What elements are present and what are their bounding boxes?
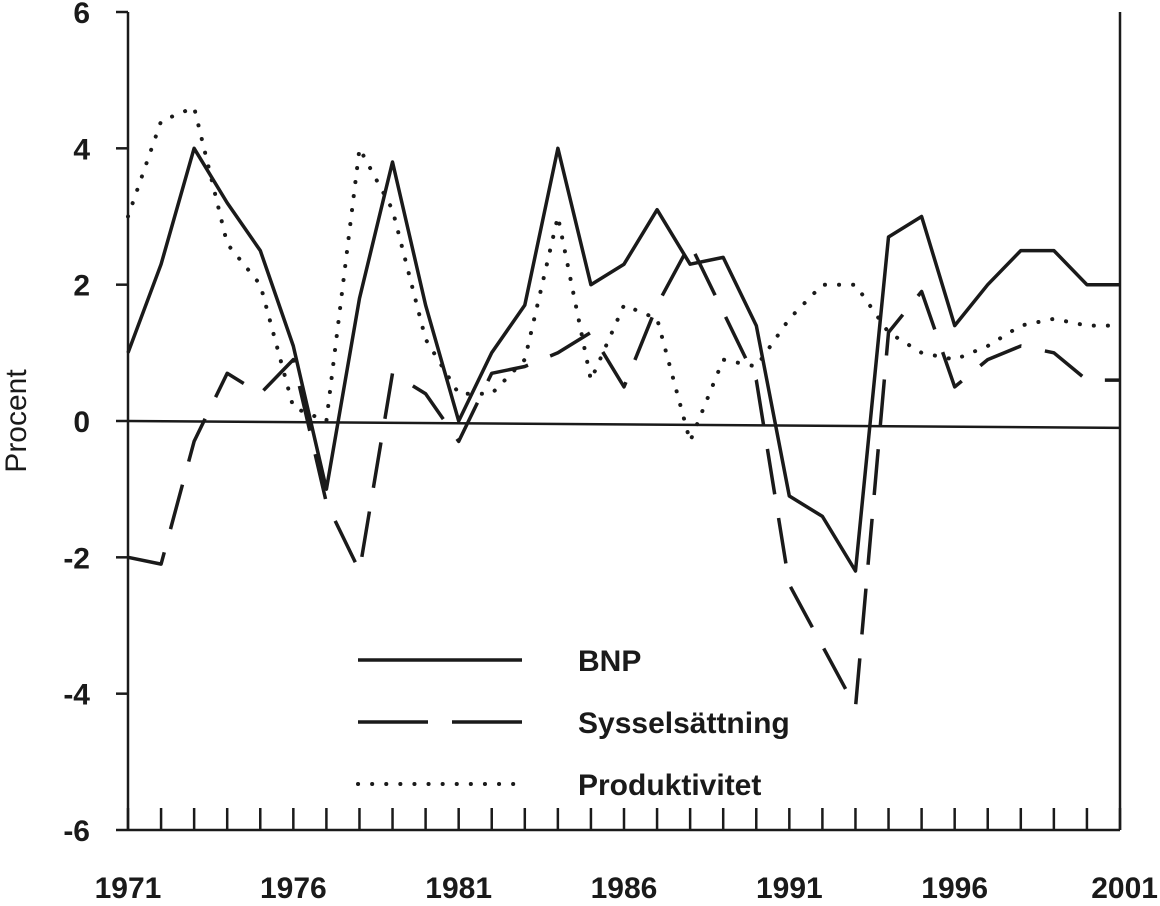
y-tick-label: 0 xyxy=(73,406,90,439)
y-tick-label: -6 xyxy=(63,815,90,848)
y-tick-label: 6 xyxy=(73,0,90,30)
series-line-bnp xyxy=(126,146,1120,573)
series-line-syssels-ttning xyxy=(127,242,1120,710)
zero-line xyxy=(127,419,1121,430)
x-tick-label: 2001 xyxy=(1091,872,1158,905)
y-tick-label: 2 xyxy=(73,270,90,303)
series-line-produktivitet xyxy=(126,105,1122,444)
x-tick-label: 1991 xyxy=(756,872,823,905)
x-tick-label: 1976 xyxy=(260,872,327,905)
legend: BNP Sysselsättning Produktivitet xyxy=(356,645,790,802)
series-layer xyxy=(126,105,1122,710)
y-tick-label: 4 xyxy=(73,133,90,166)
x-tick-label: 1981 xyxy=(425,872,492,905)
y-tick-label: -4 xyxy=(63,679,90,712)
x-tick-label: 1986 xyxy=(591,872,658,905)
x-tick-label: 1996 xyxy=(921,872,988,905)
legend-label: Produktivitet xyxy=(578,769,761,802)
legend-label: BNP xyxy=(578,645,641,678)
legend-label: Sysselsättning xyxy=(578,707,790,740)
x-tick-label: 1971 xyxy=(95,872,162,905)
y-axis-label: Procent xyxy=(0,369,33,473)
y-tick-label: -2 xyxy=(63,542,90,575)
